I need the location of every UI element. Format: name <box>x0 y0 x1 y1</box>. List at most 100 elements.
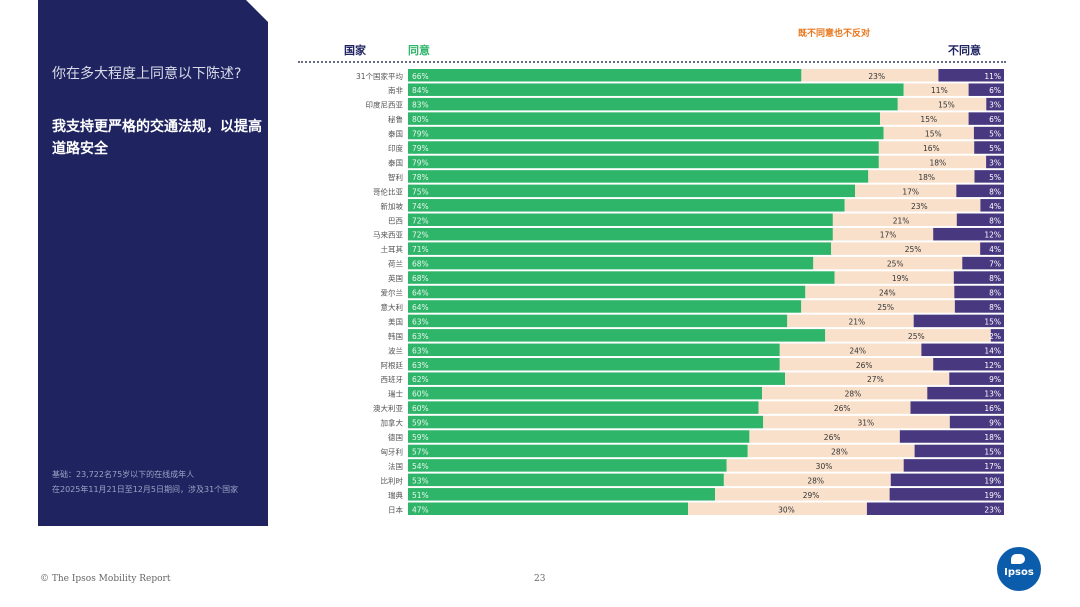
bar-segment-agree <box>408 256 814 270</box>
value-label-neutral: 25% <box>887 260 904 269</box>
bar-segment-neutral <box>834 271 954 284</box>
bar-segment-disagree <box>890 473 1004 487</box>
value-label-neutral: 17% <box>880 231 897 240</box>
header-neutral: 既不同意也不反对 <box>798 29 871 39</box>
value-label-neutral: 25% <box>877 303 894 312</box>
bar-segment-neutral <box>878 141 975 154</box>
side-panel: 你在多大程度上同意以下陈述? 我支持更严格的交通法规，以提高道路安全 基础：23… <box>38 0 268 526</box>
bar-segment-disagree <box>938 69 1004 82</box>
header-divider <box>298 61 1006 63</box>
value-label-neutral: 26% <box>824 433 841 442</box>
bar-segment-agree <box>408 199 845 212</box>
country-label: 阿根廷 <box>381 360 404 370</box>
value-label-disagree: 18% <box>984 433 1001 442</box>
bar-segment-agree <box>408 444 748 458</box>
country-label: 瑞典 <box>388 490 403 500</box>
bar-segment-disagree <box>949 415 1004 429</box>
value-label-disagree: 19% <box>984 491 1001 500</box>
bar-segment-agree <box>408 386 763 400</box>
value-label-neutral: 26% <box>834 404 851 413</box>
value-label-agree: 62% <box>412 375 429 384</box>
value-label-agree: 51% <box>412 491 429 500</box>
bar-segment-neutral <box>868 170 975 183</box>
value-label-neutral: 26% <box>856 361 873 370</box>
bar-segment-disagree <box>968 83 1004 96</box>
header-country: 国家 <box>344 44 366 57</box>
bar-segment-agree <box>408 126 884 140</box>
value-label-disagree: 3% <box>989 158 1001 167</box>
bar-segment-neutral <box>832 227 934 241</box>
country-label: 法国 <box>388 461 403 471</box>
value-label-disagree: 5% <box>989 144 1001 153</box>
country-label: 秘鲁 <box>388 114 403 124</box>
bar-segment-neutral <box>831 242 981 255</box>
value-label-agree: 63% <box>412 361 429 370</box>
value-label-disagree: 13% <box>984 390 1001 399</box>
value-label-disagree: 15% <box>984 447 1001 456</box>
value-label-disagree: 17% <box>984 462 1001 471</box>
value-label-disagree: 15% <box>984 317 1001 326</box>
bar-segment-agree <box>408 213 833 226</box>
bar-segment-disagree <box>980 242 1004 255</box>
bar-segment-disagree <box>980 199 1004 212</box>
bar-segment-disagree <box>949 372 1004 385</box>
country-label: 波兰 <box>388 345 403 355</box>
bar-segment-agree <box>408 184 855 198</box>
bar-segment-disagree <box>968 112 1004 125</box>
bar-segment-agree <box>408 170 869 183</box>
bar-segment-neutral <box>785 372 950 385</box>
value-label-disagree: 12% <box>984 231 1001 240</box>
value-label-agree: 84% <box>412 86 429 95</box>
country-label: 美国 <box>388 316 403 326</box>
bar-segment-neutral <box>779 358 934 371</box>
bar-segment-neutral <box>747 444 915 458</box>
country-label: 澳大利亚 <box>373 403 403 413</box>
value-label-disagree: 16% <box>984 404 1001 413</box>
value-label-agree: 63% <box>412 317 429 326</box>
value-label-agree: 72% <box>412 216 429 225</box>
country-label: 瑞士 <box>388 389 403 399</box>
country-label: 韩国 <box>388 331 403 341</box>
bar-segment-neutral <box>855 184 957 198</box>
bar-segment-neutral <box>897 97 987 111</box>
country-label: 匈牙利 <box>381 446 404 456</box>
value-label-disagree: 11% <box>984 72 1001 81</box>
value-label-neutral: 21% <box>848 317 865 326</box>
bar-segment-neutral <box>779 343 922 357</box>
bar-segment-agree <box>408 358 780 371</box>
bar-segment-neutral <box>832 213 957 226</box>
value-label-neutral: 24% <box>849 346 866 355</box>
value-label-neutral: 15% <box>938 101 955 110</box>
bar-segment-disagree <box>866 502 1004 515</box>
bar-segment-disagree <box>914 444 1004 458</box>
bar-segment-agree <box>408 300 802 313</box>
bar-segment-neutral <box>903 83 969 96</box>
bar-segment-agree <box>408 430 750 443</box>
bar-segment-agree <box>408 415 764 429</box>
value-label-neutral: 11% <box>931 86 948 95</box>
bar-segment-disagree <box>962 256 1004 270</box>
value-label-neutral: 18% <box>918 173 935 182</box>
bar-segment-neutral <box>825 329 991 342</box>
value-label-neutral: 24% <box>879 289 896 298</box>
country-label: 31个国家平均 <box>356 71 403 81</box>
country-label: 加拿大 <box>381 418 404 428</box>
value-label-neutral: 30% <box>816 462 833 471</box>
bar-segment-neutral <box>723 473 891 487</box>
value-label-agree: 54% <box>412 462 429 471</box>
country-label: 荷兰 <box>388 259 403 269</box>
bar-segment-neutral <box>688 502 867 515</box>
bar-segment-disagree <box>899 430 1004 443</box>
value-label-disagree: 5% <box>989 173 1001 182</box>
bar-segment-neutral <box>787 314 914 328</box>
bar-segment-disagree <box>990 329 1004 342</box>
bar-segment-agree <box>408 69 802 82</box>
survey-statement: 我支持更严格的交通法规，以提高道路安全 <box>52 119 262 157</box>
value-label-neutral: 28% <box>807 476 824 485</box>
bar-segment-neutral <box>726 459 904 472</box>
value-label-agree: 74% <box>412 202 429 211</box>
value-label-agree: 68% <box>412 274 429 283</box>
value-label-disagree: 8% <box>989 187 1001 196</box>
country-label: 新加坡 <box>381 201 404 211</box>
bar-segment-disagree <box>921 343 1004 357</box>
